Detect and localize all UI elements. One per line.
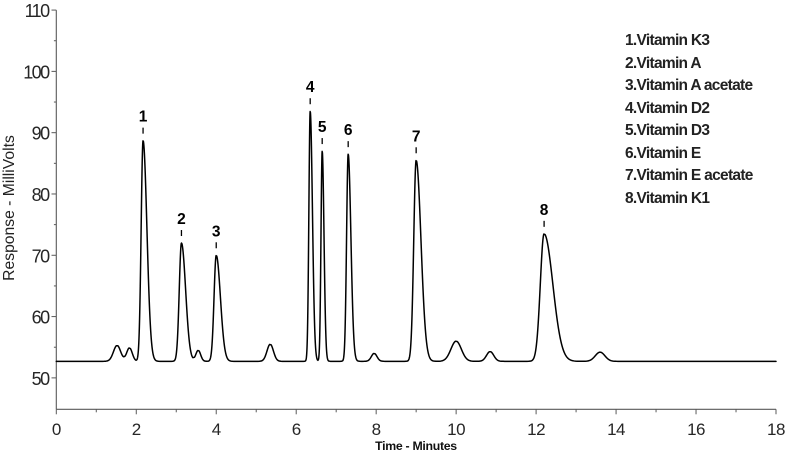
- svg-text:3: 3: [212, 223, 221, 240]
- svg-text:90: 90: [32, 124, 50, 144]
- svg-text:5: 5: [318, 119, 327, 136]
- svg-text:2: 2: [132, 420, 141, 439]
- svg-text:10: 10: [447, 420, 465, 439]
- svg-text:6: 6: [292, 420, 301, 439]
- svg-text:6: 6: [344, 122, 353, 139]
- svg-text:110: 110: [25, 1, 50, 21]
- svg-text:16: 16: [687, 420, 705, 439]
- svg-text:8: 8: [540, 202, 549, 219]
- svg-text:1: 1: [139, 109, 148, 126]
- svg-text:80: 80: [32, 185, 50, 205]
- svg-text:60: 60: [32, 308, 50, 328]
- svg-text:7: 7: [412, 128, 421, 145]
- svg-text:14: 14: [607, 420, 625, 439]
- svg-text:4: 4: [212, 420, 221, 439]
- svg-text:50: 50: [32, 369, 50, 389]
- svg-text:8: 8: [372, 420, 381, 439]
- svg-text:70: 70: [32, 246, 50, 266]
- svg-text:0: 0: [52, 420, 61, 439]
- svg-text:2: 2: [177, 211, 186, 228]
- svg-text:12: 12: [527, 420, 545, 439]
- svg-text:100: 100: [23, 62, 50, 82]
- svg-text:4: 4: [306, 79, 315, 96]
- svg-text:18: 18: [767, 420, 785, 439]
